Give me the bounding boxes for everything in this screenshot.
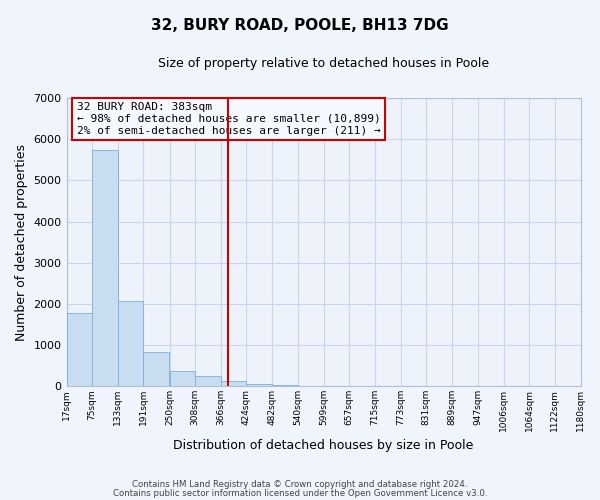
Y-axis label: Number of detached properties: Number of detached properties bbox=[15, 144, 28, 340]
Bar bbox=[170, 370, 195, 386]
Text: 32, BURY ROAD, POOLE, BH13 7DG: 32, BURY ROAD, POOLE, BH13 7DG bbox=[151, 18, 449, 32]
Bar bbox=[67, 313, 92, 386]
Text: Contains HM Land Registry data © Crown copyright and database right 2024.: Contains HM Land Registry data © Crown c… bbox=[132, 480, 468, 489]
Bar bbox=[143, 352, 169, 386]
Title: Size of property relative to detached houses in Poole: Size of property relative to detached ho… bbox=[158, 58, 489, 70]
Bar bbox=[247, 384, 272, 386]
Text: Contains public sector information licensed under the Open Government Licence v3: Contains public sector information licen… bbox=[113, 488, 487, 498]
Bar bbox=[195, 376, 221, 386]
Text: 32 BURY ROAD: 383sqm
← 98% of detached houses are smaller (10,899)
2% of semi-de: 32 BURY ROAD: 383sqm ← 98% of detached h… bbox=[77, 102, 380, 136]
Bar bbox=[221, 382, 247, 386]
Bar bbox=[118, 302, 143, 386]
Bar bbox=[92, 150, 118, 386]
X-axis label: Distribution of detached houses by size in Poole: Distribution of detached houses by size … bbox=[173, 440, 474, 452]
